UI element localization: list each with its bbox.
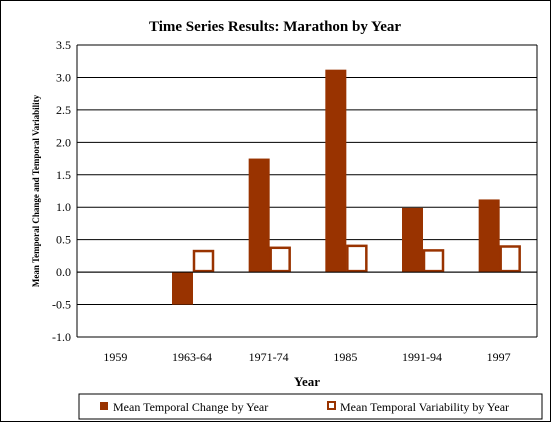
- bar-variability: [346, 244, 368, 273]
- x-tick-label: 1985: [333, 350, 357, 364]
- y-tick-labels: -1.0 -0.5 0.0 0.5 1.0 1.5 2.0 2.5 3.0 3.5: [52, 38, 71, 344]
- y-tick-label: -1.0: [52, 330, 71, 344]
- x-tick-labels: 1959 1963-64 1971-74 1985 1991-94 1997: [103, 350, 510, 364]
- legend-label-variability: Mean Temporal Variability by Year: [340, 400, 509, 414]
- bar-variability: [422, 249, 445, 273]
- bar-variability: [269, 246, 291, 273]
- chart-title: Time Series Results: Marathon by Year: [149, 19, 401, 35]
- y-tick-label: 2.5: [56, 103, 71, 117]
- y-axis-title: Mean Temporal Change and Temporal Variab…: [31, 94, 41, 287]
- x-tick-label: 1991-94: [402, 350, 442, 364]
- x-axis-title: Year: [294, 374, 320, 389]
- axes: [76, 45, 538, 337]
- legend-box: [78, 393, 543, 420]
- x-tick-label: 1997: [487, 350, 511, 364]
- bars: [172, 69, 521, 305]
- y-tick-label: 0.0: [56, 265, 71, 279]
- y-tick-label: 3.0: [56, 70, 71, 84]
- x-tick-label: 1971-74: [249, 350, 289, 364]
- bar-change: [248, 158, 270, 273]
- x-tick-label: 1959: [103, 350, 127, 364]
- bar-change: [478, 199, 500, 273]
- bar-change: [402, 207, 423, 273]
- legend-label-change: Mean Temporal Change by Year: [113, 400, 268, 414]
- bar-variability: [192, 249, 215, 273]
- y-tick-label: 3.5: [56, 38, 71, 52]
- y-tick-label: 0.5: [56, 233, 71, 247]
- y-tick-label: 2.0: [56, 135, 71, 149]
- y-tick-label: -0.5: [52, 298, 71, 312]
- x-tick-label: 1963-64: [172, 350, 212, 364]
- bar-variability: [499, 245, 521, 273]
- grid-lines: [77, 44, 537, 338]
- legend-swatch-variability: [327, 401, 336, 410]
- legend-swatch-change: [100, 402, 108, 410]
- bar-change: [172, 272, 193, 305]
- y-tick-label: 1.0: [56, 200, 71, 214]
- bar-change: [325, 69, 347, 273]
- y-tick-label: 1.5: [56, 168, 71, 182]
- legend: Mean Temporal Change by Year Mean Tempor…: [78, 393, 543, 420]
